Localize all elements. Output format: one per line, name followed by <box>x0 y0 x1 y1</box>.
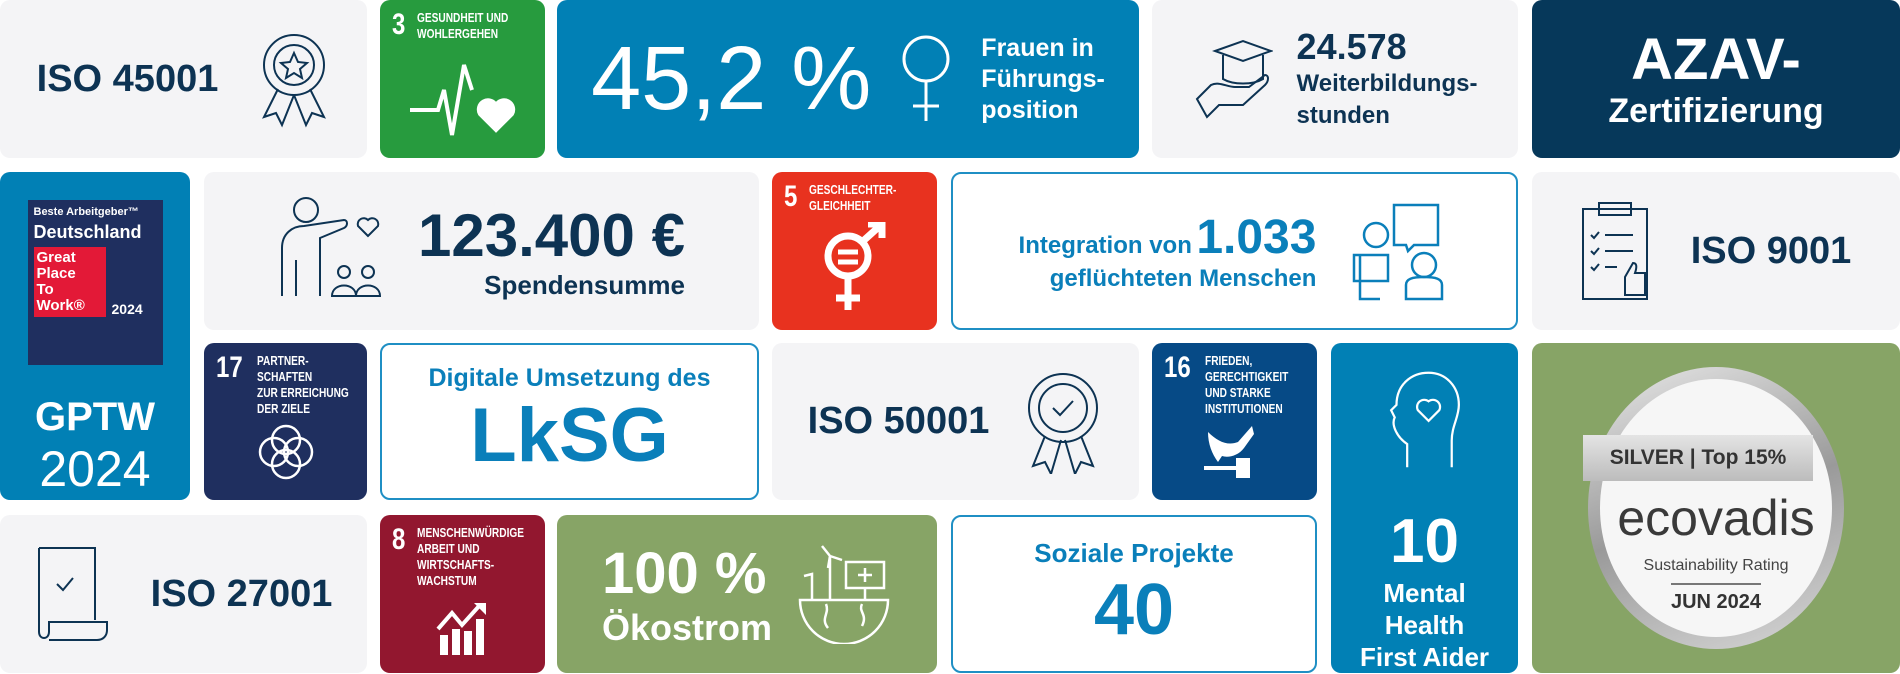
sdg-label: und starke <box>1205 385 1272 400</box>
donation-amount: 123.400 € <box>418 202 685 269</box>
green-power-value: 100 % <box>601 540 767 606</box>
donation-label: Spendensumme <box>484 270 685 300</box>
gptw-year: 2024 <box>39 441 151 497</box>
badge-text: Great <box>36 249 76 266</box>
sdg-label: gleichheit <box>808 198 871 213</box>
clipboard-thumbs-up-icon <box>1581 202 1648 300</box>
sdg-label: Arbeit und <box>416 541 480 556</box>
sdg-label: Geschlechter- <box>808 182 897 197</box>
flower-rings-icon <box>258 424 313 480</box>
ecovadis-subtitle: Sustainability Rating <box>1643 557 1789 574</box>
badge-text: Beste Arbeitgeber™ <box>33 206 139 218</box>
ecovadis-date: JUN 2024 <box>1670 591 1762 613</box>
tile-donations: 123.400 € Spendensumme <box>204 172 759 330</box>
badge-text: Deutschland <box>33 222 142 242</box>
gptw-title: GPTW <box>35 395 155 439</box>
female-symbol-icon <box>902 35 950 121</box>
great-place-to-work-badge: Beste Arbeitgeber™ Deutschland Great Plac… <box>27 200 163 365</box>
sdg-label: Menschenwürdige <box>416 525 524 540</box>
sdg-label: der Ziele <box>257 401 311 416</box>
social-projects-label: Soziale Projekte <box>1034 537 1234 568</box>
ecovadis-medal: SILVER | Top 15% ecovadis Sustainability… <box>1583 367 1849 649</box>
graduation-hand-icon <box>1195 39 1273 119</box>
lksg-subtitle: Digitale Umsetzung des <box>428 364 711 392</box>
sdg-label: Wirtschafts- <box>416 557 494 572</box>
training-label: stunden <box>1296 102 1390 129</box>
mental-health-label: Health <box>1384 610 1465 640</box>
tile-green-power: 100 % Ökostrom <box>557 515 937 673</box>
gender-equality-icon <box>824 222 885 310</box>
tile-iso-9001: ISO 9001 <box>1532 172 1900 330</box>
sdg-number: 8 <box>392 523 406 556</box>
tile-iso-45001: ISO 45001 <box>0 0 367 158</box>
tile-azav: AZAV- Zertifizierung <box>1532 0 1900 158</box>
iso-27001-label: ISO 27001 <box>150 572 333 615</box>
document-check-icon <box>37 547 108 641</box>
tile-sdg-3: 3 Gesundheit und Wohlergehen <box>380 0 545 158</box>
lksg-title: LkSG <box>470 393 669 478</box>
tile-women-leadership: 45,2 % Frauen in Führungs-position <box>557 0 1139 158</box>
tile-iso-27001: ISO 27001 <box>0 515 367 673</box>
badge-text: To <box>36 281 54 298</box>
sdg-label: Gesundheit und <box>416 10 508 25</box>
donation-people-icon <box>281 197 382 297</box>
integration-value: 1.033 <box>1196 210 1317 264</box>
women-label: Führungs- <box>981 64 1105 93</box>
social-projects-count: 40 <box>1093 569 1175 650</box>
conversation-people-icon <box>1353 203 1444 301</box>
sdg-label: Partner- <box>257 353 310 368</box>
sdg-number: 16 <box>1164 351 1191 384</box>
women-label: position <box>981 95 1079 124</box>
mental-health-count: 10 <box>1390 507 1459 576</box>
iso-9001-label: ISO 9001 <box>1690 229 1852 272</box>
iso-45001-label: ISO 45001 <box>36 57 219 100</box>
renewable-earth-icon <box>798 545 890 644</box>
award-star-icon <box>262 34 327 128</box>
badge-text: Work® <box>36 297 85 314</box>
training-hours-value: 24.578 <box>1296 26 1407 67</box>
tile-integration: Integration von 1.033 geflüchteten Mensch… <box>951 172 1518 330</box>
azav-subtitle: Zertifizierung <box>1608 91 1824 130</box>
badge-text: Place <box>36 265 76 282</box>
sdg-number: 5 <box>784 180 798 213</box>
tile-mental-health: 10 Mental Health First Aider <box>1331 343 1518 673</box>
integration-label: geflüchteten Menschen <box>1049 264 1317 292</box>
women-label: Frauen in <box>981 33 1094 62</box>
badge-text: 2024 <box>111 301 143 317</box>
training-label: Weiterbildungs- <box>1296 70 1478 97</box>
head-heart-icon <box>1389 371 1460 468</box>
tile-ecovadis: SILVER | Top 15% ecovadis Sustainability… <box>1532 343 1900 673</box>
iso-50001-label: ISO 50001 <box>807 400 990 442</box>
tile-sdg-17: 17 Partner-schaften zur Erreichung der Ziel… <box>204 343 367 500</box>
sdg-number: 3 <box>392 8 406 41</box>
growth-chart-icon <box>435 603 486 655</box>
azav-title: AZAV- <box>1631 26 1801 92</box>
mental-health-label: Mental <box>1383 578 1466 608</box>
tile-lksg: Digitale Umsetzung des LkSG <box>380 343 759 500</box>
tile-sdg-16: 16 Frieden, Gerechtigkeit und starke Institu… <box>1152 343 1317 500</box>
mental-health-label: First Aider <box>1359 642 1490 672</box>
sdg-label: Gerechtigkeit <box>1205 369 1289 384</box>
tile-iso-50001: ISO 50001 <box>772 343 1139 500</box>
dove-gavel-icon <box>1203 426 1254 478</box>
sdg-label: schaften <box>257 369 313 384</box>
green-power-label: Ökostrom <box>601 606 773 648</box>
tile-sdg-8: 8 Menschenwürdige Arbeit und Wirtschafts-wa… <box>380 515 545 673</box>
sdg-label: Wohlergehen <box>416 26 498 41</box>
tile-social-projects: Soziale Projekte 40 <box>951 515 1317 673</box>
award-check-icon <box>1028 372 1099 474</box>
tile-training-hours: 24.578 Weiterbildungs-stunden <box>1152 0 1518 158</box>
sdg-label: wachstum <box>416 573 477 588</box>
women-percentage: 45,2 % <box>591 28 872 129</box>
sdg-label: zur Erreichung <box>257 385 350 400</box>
sdg-label: Institutionen <box>1205 401 1284 416</box>
heartbeat-icon <box>409 64 515 136</box>
ecovadis-logo: ecovadis <box>1617 490 1815 546</box>
tile-sdg-5: 5 Geschlechter-gleichheit <box>772 172 937 330</box>
tile-gptw: Beste Arbeitgeber™ Deutschland Great Plac… <box>0 172 190 500</box>
ecovadis-ribbon: SILVER | Top 15% <box>1583 435 1813 481</box>
sdg-label: Frieden, <box>1205 353 1253 368</box>
sdg-number: 17 <box>216 351 243 384</box>
integration-prefix: Integration von <box>1018 231 1192 259</box>
